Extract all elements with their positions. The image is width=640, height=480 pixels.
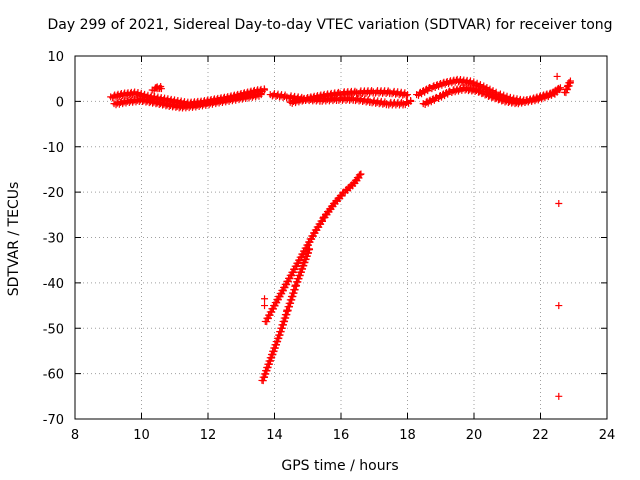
data-point — [407, 97, 415, 105]
x-tick-label: 24 — [599, 428, 616, 443]
data-point — [404, 91, 411, 99]
series-arc-h — [561, 77, 574, 97]
y-axis-label: SDTVAR / TECUs — [6, 182, 22, 297]
grid-lines — [75, 56, 607, 419]
y-tick-label: -50 — [43, 322, 64, 337]
x-axis-label: GPS time / hours — [281, 458, 398, 474]
series-arc-e — [286, 87, 411, 107]
data-points — [107, 72, 574, 400]
data-point — [555, 392, 563, 400]
series-arc-c — [148, 82, 165, 95]
data-point — [304, 246, 312, 254]
y-tick-label: -30 — [43, 232, 64, 247]
data-point — [355, 171, 363, 179]
data-point — [553, 88, 561, 96]
series-arc-g — [419, 84, 561, 108]
y-tick-label: -40 — [43, 277, 64, 292]
series-arc-b — [110, 89, 265, 112]
x-tick-label: 12 — [200, 428, 217, 443]
data-point — [402, 92, 410, 100]
chart-title: Day 299 of 2021, Sidereal Day-to-day VTE… — [47, 17, 613, 33]
data-point — [157, 85, 165, 93]
data-point — [566, 77, 574, 85]
series-arc-i — [261, 170, 365, 326]
x-tick-label: 10 — [133, 428, 150, 443]
data-point — [257, 91, 265, 99]
data-point — [305, 245, 313, 253]
x-tick-label: 20 — [466, 428, 483, 443]
data-point — [555, 199, 563, 207]
y-tick-label: -20 — [43, 186, 64, 201]
series-arc-j — [258, 245, 314, 385]
y-tick-label: -10 — [43, 141, 64, 156]
x-tick-label: 18 — [399, 428, 416, 443]
y-tick-label: -60 — [43, 368, 64, 383]
series-outliers — [261, 72, 563, 400]
y-tick-labels: 10 0 -10 -20 -30 -40 -50 -60 -70 — [43, 50, 64, 428]
x-tick-label: 8 — [71, 428, 79, 443]
data-point — [553, 72, 561, 80]
y-tick-label: 0 — [56, 95, 64, 110]
data-point — [556, 84, 564, 92]
data-point — [261, 86, 269, 94]
data-point — [338, 192, 346, 200]
x-tick-label: 22 — [532, 428, 549, 443]
x-tick-labels: 8 10 12 14 16 18 20 22 24 — [71, 428, 615, 443]
x-tick-label: 14 — [266, 428, 283, 443]
y-tick-label: 10 — [47, 50, 64, 65]
data-point — [555, 302, 563, 310]
y-tick-label: -70 — [43, 413, 64, 428]
x-tick-label: 16 — [333, 428, 350, 443]
data-point — [261, 295, 269, 303]
data-point — [261, 302, 269, 310]
axes-frame — [74, 55, 608, 420]
data-point — [357, 170, 365, 178]
